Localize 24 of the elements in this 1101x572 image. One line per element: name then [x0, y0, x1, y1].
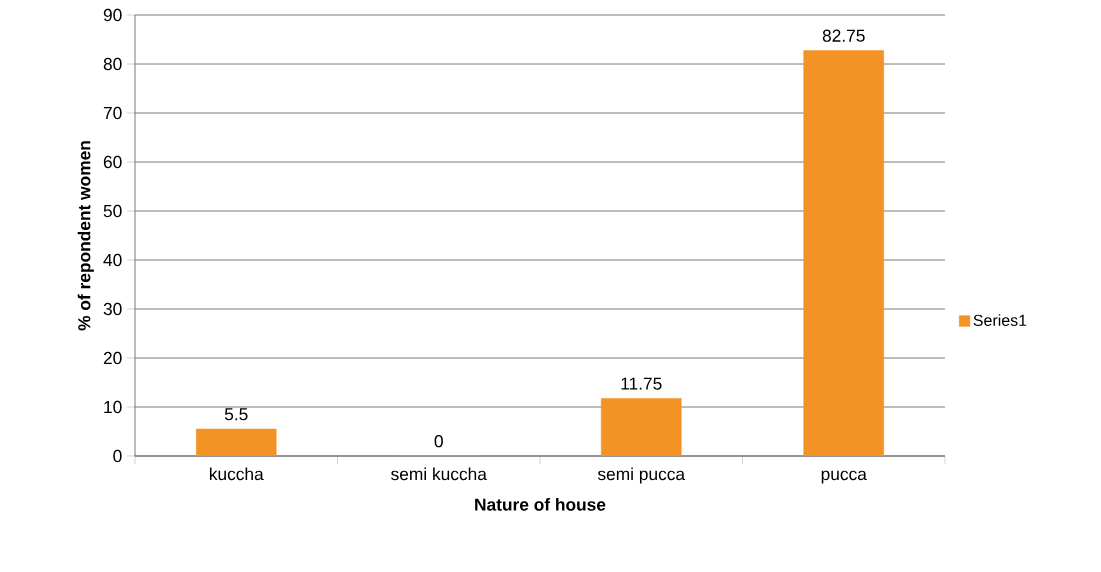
y-tick-label: 60 [103, 155, 122, 169]
y-tick-label: 20 [103, 351, 122, 365]
y-tick-label: 50 [103, 204, 122, 218]
y-tick-label: 90 [103, 8, 122, 22]
x-axis-title: Nature of house [475, 497, 606, 511]
bar [600, 398, 682, 456]
legend-label: Series1 [973, 314, 1027, 326]
y-tick-label: 70 [103, 106, 122, 120]
y-tick-label: 30 [103, 302, 122, 316]
x-tick-label: kuccha [209, 467, 264, 481]
x-tick-label: pucca [821, 470, 867, 484]
data-label: 11.75 [621, 377, 662, 390]
bar [803, 50, 885, 456]
y-axis-title: % of repondent women [77, 141, 94, 331]
data-label: 5.5 [224, 408, 248, 421]
data-label: 0 [434, 435, 443, 448]
x-tick-label: semi kuccha [391, 467, 487, 481]
data-label: 82.75 [822, 29, 865, 42]
x-tick-label: semi pucca [597, 467, 686, 484]
y-tick-label: 0 [113, 449, 122, 463]
y-tick-label: 10 [104, 400, 122, 414]
bar [195, 428, 277, 456]
y-tick-label: 40 [103, 253, 122, 267]
y-tick-label: 80 [103, 57, 122, 71]
